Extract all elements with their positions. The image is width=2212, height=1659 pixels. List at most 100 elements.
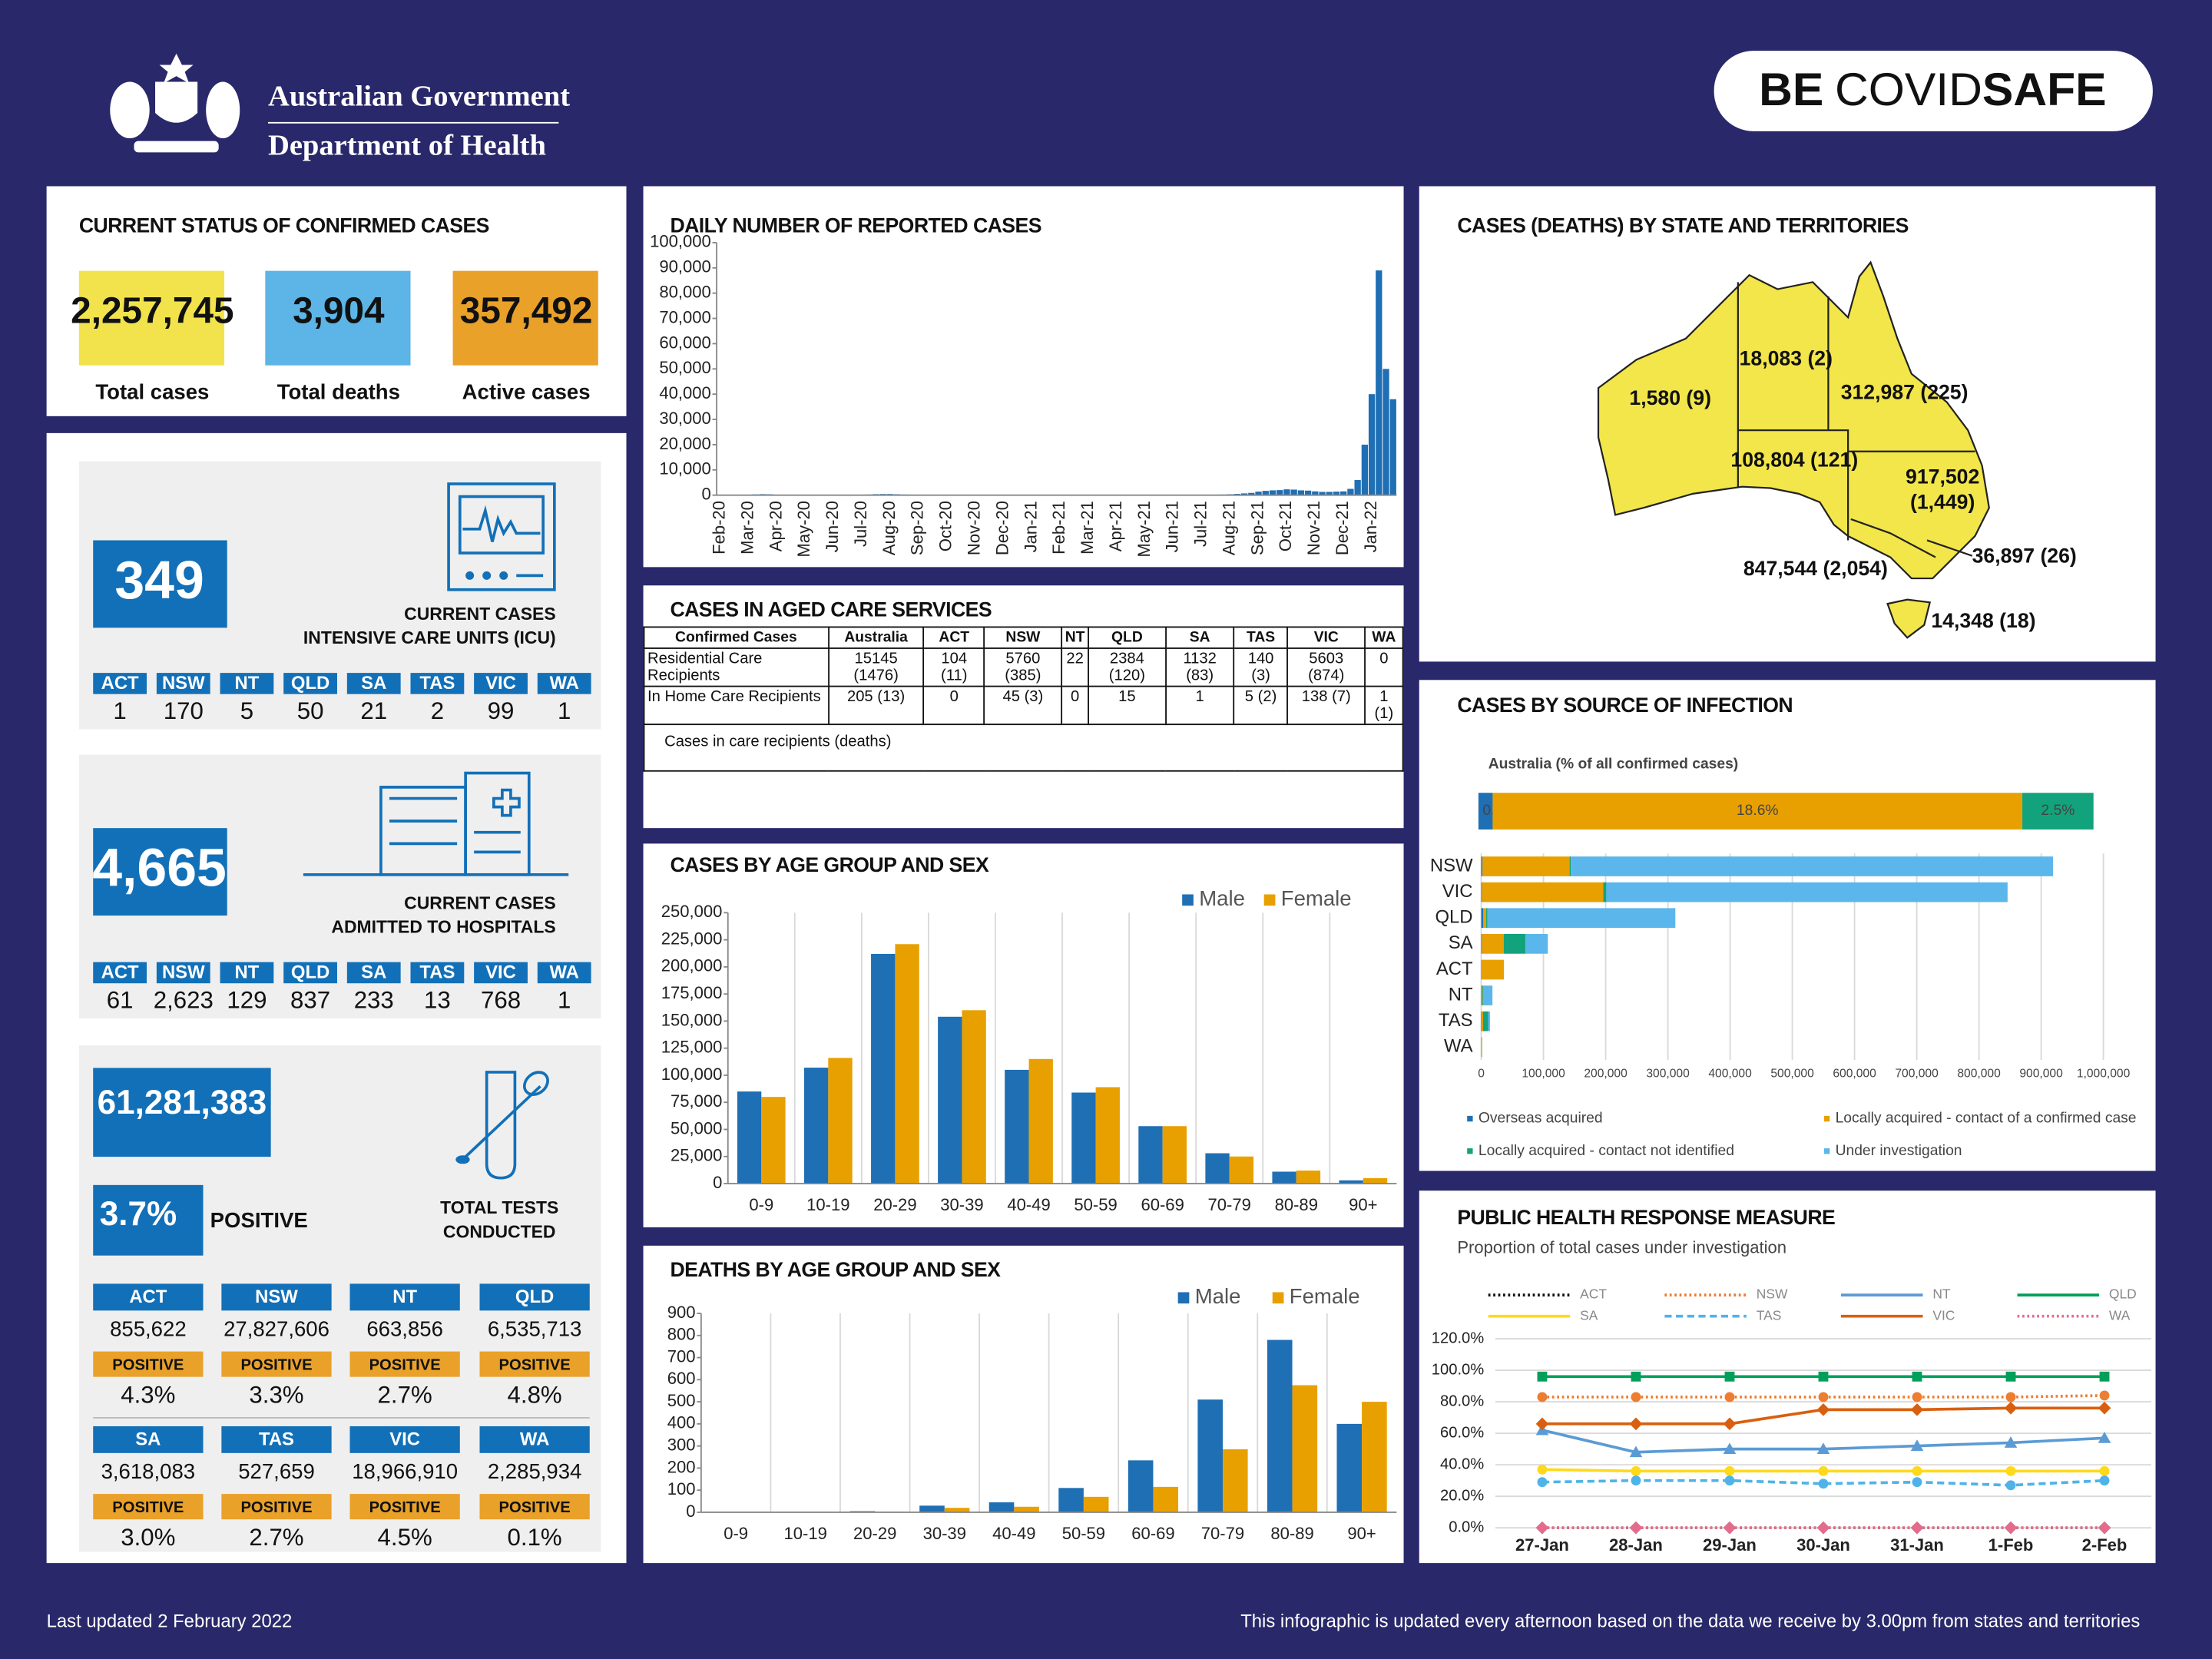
state-name: TAS [259, 1429, 294, 1450]
bar-segment [1482, 856, 1570, 876]
x-tick-label: Apr-21 [1106, 501, 1125, 551]
state-value: 61 [107, 986, 134, 1013]
y-tick-label: 600 [667, 1369, 696, 1388]
x-tick-label: May-21 [1134, 501, 1154, 557]
table-cell: 1 [1164, 685, 1235, 726]
bar [1197, 1399, 1223, 1512]
y-tick-label: 90,000 [659, 257, 710, 276]
y-tick-label: 150,000 [661, 1010, 723, 1029]
bar [761, 1097, 786, 1184]
x-tick-label: 28-Jan [1609, 1535, 1663, 1555]
positive-rate: 4.5% [378, 1524, 432, 1551]
x-tick-label: 20-29 [873, 1195, 916, 1214]
point [1912, 1465, 1922, 1476]
tasmania [1886, 598, 1932, 639]
x-tick-label: Jul-21 [1191, 501, 1210, 547]
state-value: 2,623 [154, 986, 214, 1013]
positive-tag [93, 1494, 204, 1520]
y-tick-label: 30,000 [659, 409, 710, 428]
badge-text: BE COVIDSAFE [1759, 63, 2107, 115]
x-tick-label: 1,000,000 [2077, 1068, 2131, 1081]
legend-label: Male [1195, 1284, 1241, 1308]
state-tag [93, 1283, 204, 1311]
x-tick-label: 30-39 [923, 1524, 966, 1543]
bar [988, 1502, 1015, 1512]
legend-swatch [1467, 1148, 1473, 1154]
x-tick-label: Jul-20 [851, 501, 870, 547]
positive-tag-label: POSITIVE [112, 1356, 184, 1373]
table-cell: 5760 (385) [983, 647, 1063, 687]
point [1535, 1521, 1549, 1535]
legend-swatch [1272, 1292, 1284, 1304]
state-name: SA [135, 1429, 161, 1450]
legend-label: Female [1290, 1284, 1360, 1308]
bar [1368, 394, 1376, 495]
state-tag [346, 673, 401, 694]
table-cell: 5 (2) [1233, 685, 1289, 726]
tests-count: 6,535,713 [488, 1316, 582, 1340]
legend-swatch [1823, 1115, 1830, 1122]
bar [1389, 399, 1396, 495]
state-name: ACT [101, 673, 139, 694]
x-tick-label: 0 [1478, 1068, 1485, 1081]
bar [804, 1068, 829, 1184]
data-label: 2.5% [2041, 803, 2075, 819]
point [1912, 1371, 1922, 1382]
icon-part [447, 482, 556, 591]
chart-title: CASES BY SOURCE OF INFECTION [1457, 694, 1793, 717]
bar-segment [1482, 1011, 1484, 1031]
y-tick-label: 20.0% [1440, 1488, 1484, 1505]
positive-rate: 3.7% [100, 1195, 177, 1233]
table-cell: 45 (3) [983, 685, 1063, 726]
state-label: (1,449) [1910, 491, 1975, 514]
y-tick-label: 75,000 [671, 1091, 722, 1111]
icon-part [458, 495, 545, 555]
x-tick-label: Feb-20 [710, 501, 729, 555]
point [1910, 1403, 1924, 1416]
table-cell: 0 [1364, 647, 1404, 687]
bar-segment [2022, 793, 2094, 830]
state-value: 21 [360, 697, 387, 724]
icon-part [464, 771, 531, 876]
state-value: 1 [558, 697, 571, 724]
status-value: 357,492 [460, 290, 593, 331]
table-cell: 104 (11) [923, 647, 985, 687]
bar [1312, 491, 1319, 495]
icu-icon [447, 482, 556, 591]
bar [1267, 1339, 1293, 1512]
state-tag [537, 673, 591, 694]
positive-rate: 4.3% [121, 1382, 175, 1409]
legend-swatch [1177, 1292, 1190, 1304]
point [1724, 1475, 1735, 1486]
chart-title: DAILY NUMBER OF REPORTED CASES [670, 214, 1041, 237]
footer-right: This infographic is updated every aftern… [1240, 1611, 2140, 1632]
x-tick-label: 90+ [1349, 1195, 1377, 1214]
bar-segment [1488, 1011, 1490, 1031]
bar-segment [1492, 793, 2023, 830]
table-header-cell: NSW [983, 626, 1063, 649]
bar [1255, 492, 1262, 495]
point [1537, 1477, 1548, 1488]
bar [1005, 1069, 1029, 1184]
icon-part [482, 571, 492, 580]
x-tick-label: 2-Feb [2082, 1535, 2128, 1555]
bar [737, 1091, 762, 1184]
point [1818, 1479, 1829, 1489]
bar [1362, 1402, 1387, 1512]
x-tick-label: 60-69 [1131, 1524, 1174, 1543]
point [1631, 1465, 1641, 1476]
y-tick-label: ACT [1436, 959, 1473, 979]
tests-count: 3,618,083 [101, 1459, 196, 1483]
y-tick-label: 700 [667, 1346, 696, 1366]
table-header-cell: ACT [923, 626, 985, 649]
state-name: VIC [485, 673, 516, 694]
bar [1205, 1153, 1230, 1184]
positive-rate: 2.7% [249, 1524, 303, 1551]
positive-tag-label: POSITIVE [369, 1356, 441, 1373]
y-tick-label: 40.0% [1440, 1455, 1484, 1472]
x-tick-label: 10-19 [806, 1195, 849, 1214]
legend-label: Locally acquired - contact not identifie… [1479, 1143, 1734, 1159]
point [1816, 1403, 1830, 1416]
x-tick-label: Mar-21 [1078, 501, 1097, 555]
x-tick-label: 29-Jan [1703, 1535, 1757, 1555]
